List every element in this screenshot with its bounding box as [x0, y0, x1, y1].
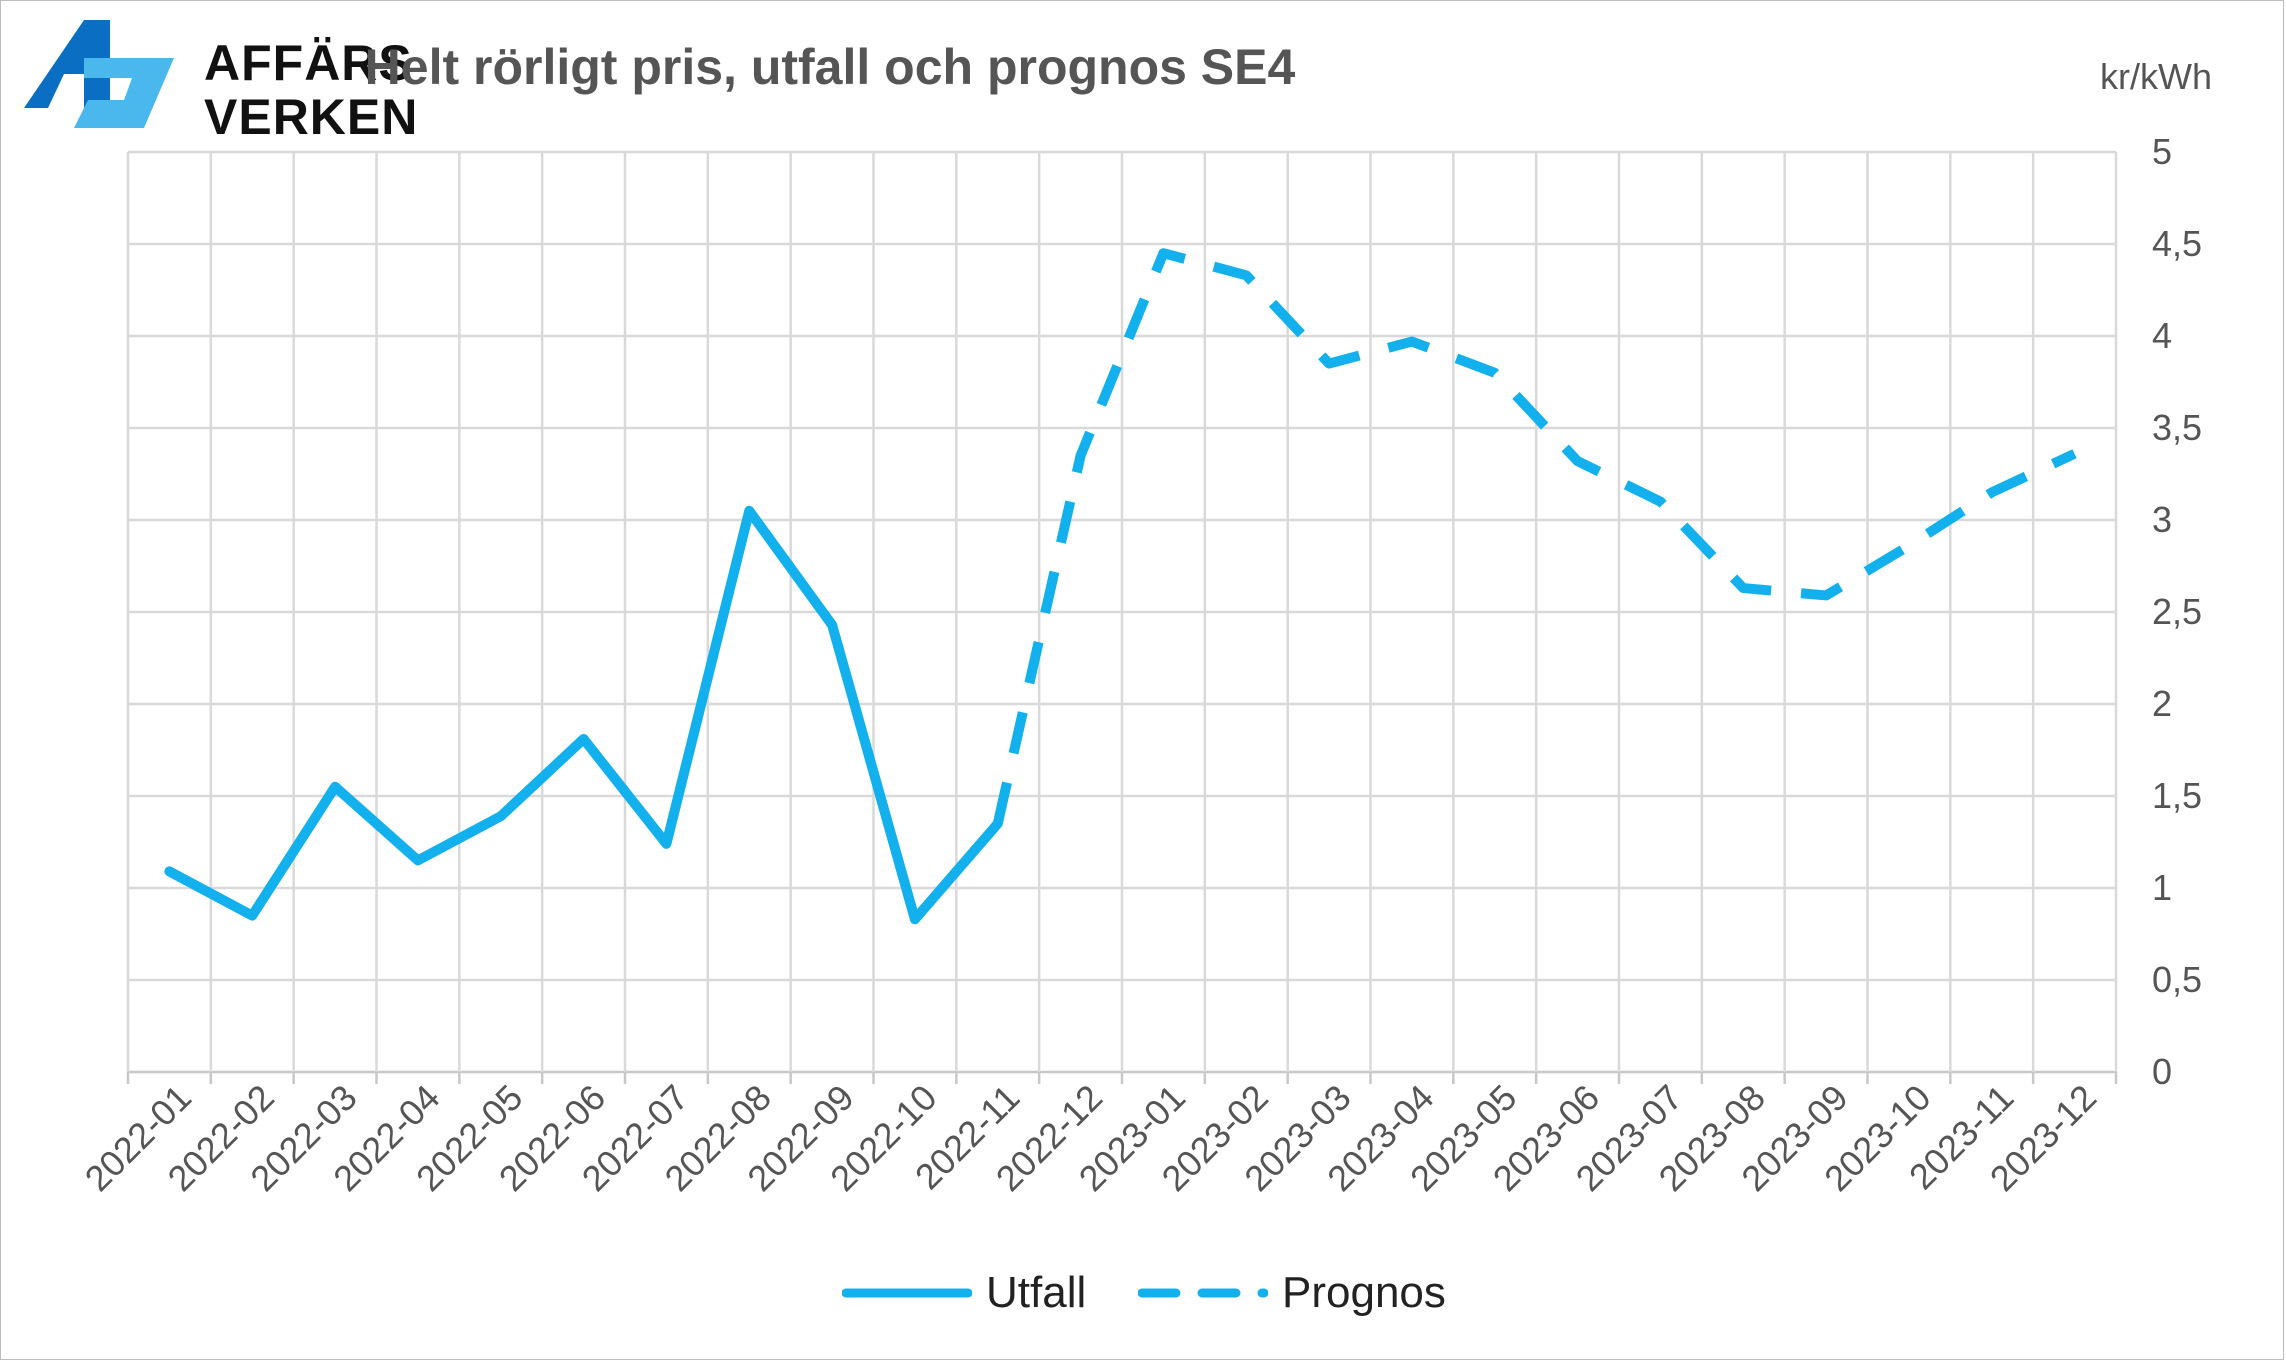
y-tick-label: 1 [2152, 867, 2172, 908]
legend-item-prognos: Prognos [1138, 1258, 1446, 1328]
y-tick-label: 0 [2152, 1051, 2172, 1092]
series-line-prognos [992, 248, 2077, 825]
y-tick-label: 0,5 [2152, 959, 2202, 1000]
logo-mark-icon [24, 20, 174, 128]
logo-line-1: AFFÄRS [204, 35, 413, 91]
y-tick-label: 4 [2152, 315, 2172, 356]
legend-label-prognos: Prognos [1282, 1268, 1446, 1317]
series-line-utfall [164, 505, 1003, 925]
affarsverken-logo: AFFÄRS VERKEN [24, 16, 417, 144]
y-tick-label: 5 [2152, 131, 2172, 172]
logo-wordmark: AFFÄRS VERKEN [204, 36, 418, 144]
legend-item-utfall: Utfall [842, 1258, 1086, 1328]
chart-legend: Utfall Prognos [0, 1258, 2286, 1328]
legend-dashed-line-icon [1138, 1288, 1268, 1298]
legend-solid-line-icon [842, 1288, 972, 1298]
y-tick-label: 1,5 [2152, 775, 2202, 816]
y-axis-unit-label: kr/kWh [2100, 56, 2212, 97]
line-chart: 00,511,522,533,544,552022-012022-022022-… [77, 131, 2202, 1199]
y-tick-label: 4,5 [2152, 223, 2202, 264]
chart-title: Helt rörligt pris, utfall och prognos SE… [364, 39, 1296, 95]
y-tick-label: 3,5 [2152, 407, 2202, 448]
y-tick-label: 3 [2152, 499, 2172, 540]
logo-line-2: VERKEN [204, 89, 419, 145]
legend-label-utfall: Utfall [986, 1268, 1087, 1317]
y-tick-label: 2 [2152, 683, 2172, 724]
y-tick-label: 2,5 [2152, 591, 2202, 632]
